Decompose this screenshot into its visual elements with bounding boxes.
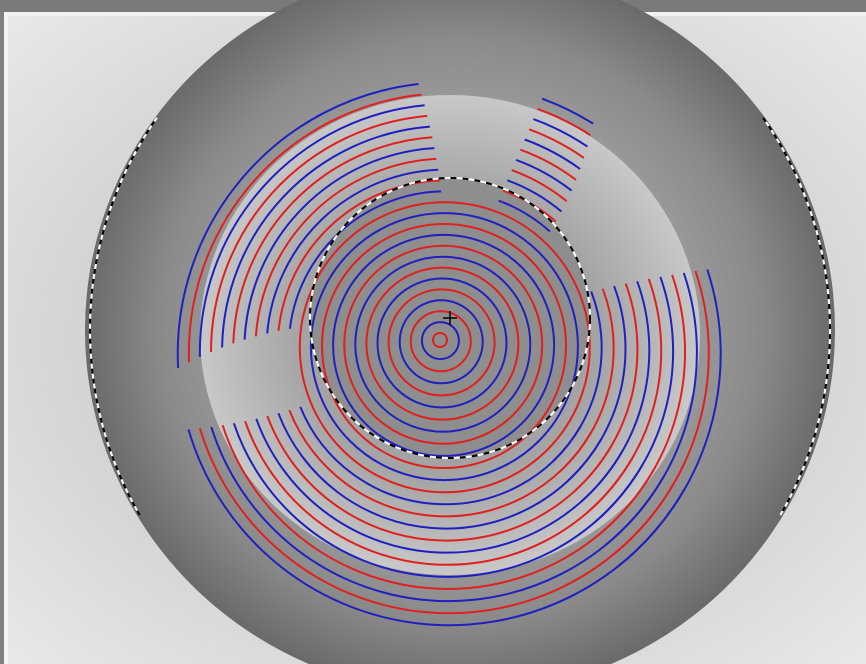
ring-arc xyxy=(221,424,655,590)
pupil-boundary xyxy=(309,177,591,459)
limbus-arc-alt xyxy=(762,117,831,516)
ring-arc xyxy=(255,418,624,554)
ring-arc xyxy=(299,406,582,506)
ring-arc xyxy=(515,158,573,192)
ring-arc xyxy=(221,125,430,348)
ring-arc xyxy=(541,97,594,125)
ring-arc xyxy=(187,93,422,363)
ring-arc xyxy=(187,429,686,627)
ring-arc xyxy=(528,128,585,159)
ring-arc xyxy=(244,420,634,566)
ring xyxy=(420,321,460,361)
ring xyxy=(298,201,591,494)
ring-arc xyxy=(232,422,644,578)
ring xyxy=(309,212,579,482)
ring xyxy=(387,288,496,397)
ring-arc xyxy=(533,118,588,148)
ring xyxy=(332,233,556,457)
ring xyxy=(398,299,484,385)
limbus-boundary xyxy=(89,117,831,516)
ring-arc xyxy=(537,107,591,136)
ring-arc xyxy=(520,148,577,181)
placido-rings xyxy=(176,83,722,627)
ring-arc xyxy=(511,169,568,202)
ring-arc xyxy=(498,199,551,233)
ring-arc xyxy=(524,138,581,170)
ring-arc xyxy=(266,168,439,334)
ring-arc xyxy=(243,147,435,340)
ring-arc xyxy=(210,426,665,603)
ring-arc xyxy=(232,136,433,344)
ring-arc xyxy=(176,83,419,369)
ring-arc xyxy=(507,179,563,213)
ring xyxy=(354,255,532,433)
ring-arc xyxy=(210,114,428,353)
ring xyxy=(365,266,520,421)
ring-arc xyxy=(266,415,613,542)
ring xyxy=(376,277,508,409)
center-marker xyxy=(443,311,457,325)
limbus-arc xyxy=(762,117,831,516)
ring xyxy=(321,223,567,469)
ring xyxy=(343,244,544,445)
ring-arc xyxy=(254,157,437,337)
ring-arc xyxy=(198,428,675,615)
limbus-arc xyxy=(89,117,158,516)
ring-arc xyxy=(198,104,425,357)
ring xyxy=(432,332,448,348)
ring-arc xyxy=(277,412,603,530)
ring-arc xyxy=(288,409,592,518)
limbus-arc-alt xyxy=(89,117,158,516)
pupil-boundary-alt xyxy=(309,177,591,459)
ring xyxy=(409,310,472,373)
